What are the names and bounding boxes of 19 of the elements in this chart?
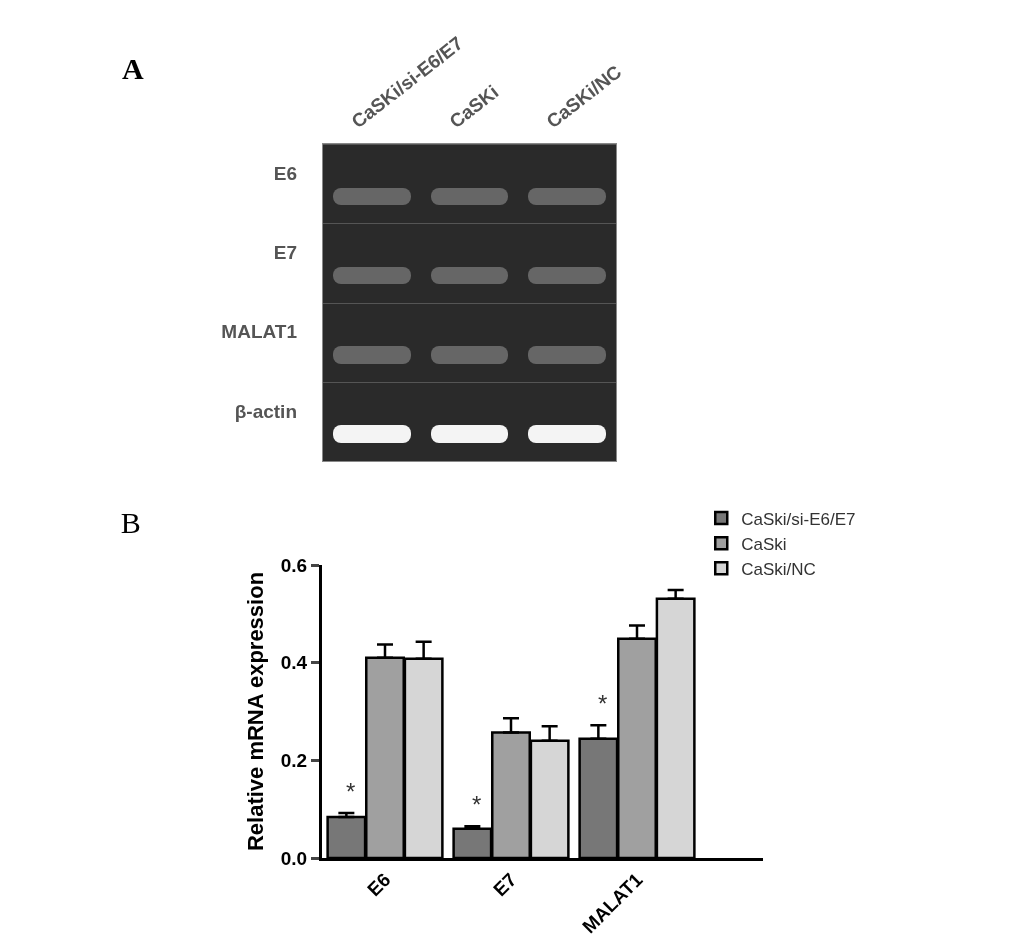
- y-tick-label: 0.0: [280, 847, 308, 869]
- category-label: β-actin: [234, 400, 297, 422]
- annotation: *: [472, 791, 482, 818]
- text: A: [122, 52, 144, 86]
- y-axis-title: Relative mRNA expression: [242, 571, 268, 852]
- y-tick-label: 0.6: [280, 554, 308, 576]
- x-tick-label: E6: [363, 869, 395, 901]
- legend-label: CaSki: [741, 534, 787, 554]
- legend-label: CaSki/NC: [741, 559, 816, 579]
- category-label: E7: [273, 242, 297, 264]
- y-tick-label: 0.2: [280, 749, 308, 771]
- y-tick-label: 0.4: [280, 652, 308, 674]
- category-label: E6: [273, 162, 297, 184]
- annotation: *: [598, 690, 608, 717]
- legend-label: CaSki/si-E6/E7: [741, 509, 856, 529]
- x-tick-label: E7: [489, 869, 521, 901]
- chart-title: B: [120, 506, 141, 540]
- category-label: MALAT1: [221, 321, 297, 343]
- annotation: *: [346, 778, 356, 805]
